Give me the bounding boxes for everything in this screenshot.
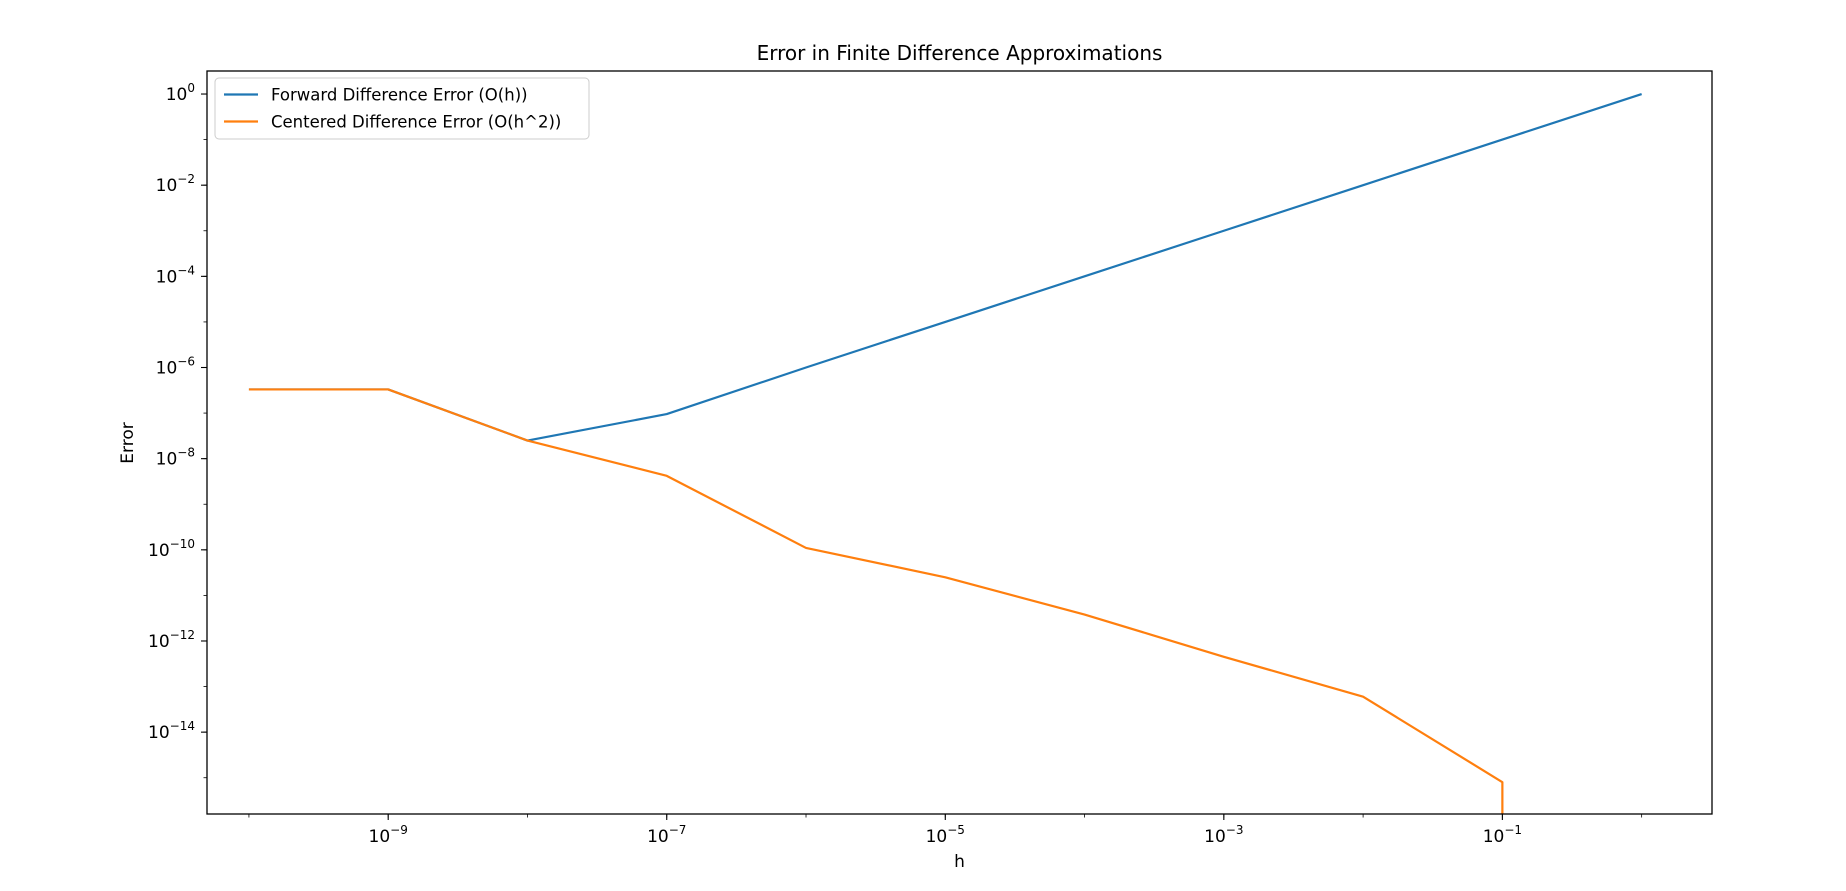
chart-title: Error in Finite Difference Approximation…: [757, 41, 1163, 65]
y-axis-label: Error: [118, 422, 138, 463]
y-tick-label: 10−12: [148, 628, 195, 652]
legend-label-forward: Forward Difference Error (O(h)): [271, 86, 528, 105]
plot-area: [207, 71, 1712, 814]
x-tick-label: 10−9: [369, 823, 408, 847]
y-tick-label: 10−10: [148, 537, 195, 561]
legend-box: [214, 77, 590, 140]
axes-frame: [206, 70, 1713, 815]
x-tick-label: 10−5: [926, 823, 965, 847]
y-tick-label: 10−2: [156, 172, 195, 196]
legend: Forward Difference Error (O(h)) Centered…: [214, 77, 590, 140]
y-axis-ticks: 100 10−2 10−4 10−6 10−8 10−10 10−12 10−14: [148, 81, 207, 779]
x-tick-label: 10−7: [647, 823, 686, 847]
y-tick-label: 10−8: [156, 446, 195, 470]
series-layer: [248, 92, 1642, 814]
x-axis-ticks: 10−9 10−7 10−5 10−3 10−1: [248, 814, 1643, 847]
series-line-centered: [248, 388, 1504, 814]
y-tick-label: 10−6: [156, 355, 195, 379]
legend-label-centered: Centered Difference Error (O(h^2)): [271, 113, 561, 132]
x-axis-label: h: [954, 852, 965, 872]
y-tick-label: 10−4: [156, 263, 195, 287]
y-tick-label: 100: [166, 81, 195, 105]
x-tick-label: 10−1: [1483, 823, 1522, 847]
x-tick-label: 10−3: [1204, 823, 1243, 847]
y-tick-label: 10−14: [148, 719, 195, 743]
